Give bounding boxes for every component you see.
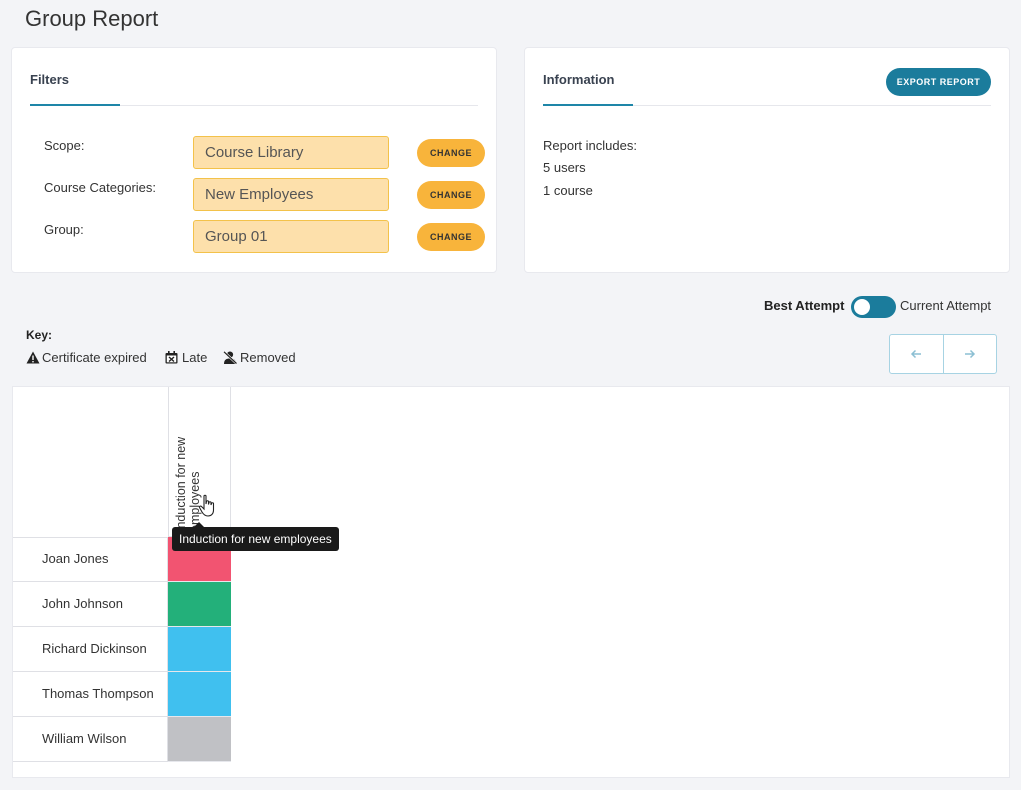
users-count-text: 5 users — [543, 160, 586, 175]
tab-accent — [30, 104, 120, 106]
hand-cursor-icon — [198, 494, 215, 517]
arrow-right-icon — [964, 349, 975, 359]
course-tooltip: Induction for new employees — [172, 522, 339, 551]
report-grid: Induction for new employees Joan Jones J… — [12, 386, 1010, 778]
tooltip-arrow — [194, 522, 204, 527]
table-row: John Johnson — [13, 582, 231, 627]
user-name: Joan Jones — [13, 537, 168, 582]
key-label: Certificate expired — [42, 350, 147, 365]
column-pager — [889, 334, 997, 374]
status-cell[interactable] — [168, 717, 231, 762]
change-course-categories-button[interactable]: CHANGE — [417, 181, 485, 209]
prev-page-button[interactable] — [890, 335, 943, 373]
current-attempt-label: Current Attempt — [900, 298, 992, 313]
status-cell[interactable] — [168, 582, 231, 627]
divider — [543, 105, 991, 106]
key-item-certificate-expired: Certificate expired — [26, 350, 147, 365]
group-field[interactable]: Group 01 — [193, 220, 389, 253]
key-label: Removed — [240, 350, 296, 365]
filters-title: Filters — [30, 72, 70, 87]
user-removed-icon — [223, 351, 238, 364]
course-categories-label: Course Categories: — [44, 180, 156, 195]
table-row: Richard Dickinson — [13, 627, 231, 672]
next-page-button[interactable] — [942, 335, 997, 373]
information-card: Information EXPORT REPORT Report include… — [524, 47, 1010, 273]
key-label: Late — [182, 350, 208, 365]
tab-accent — [543, 104, 633, 106]
status-cell[interactable] — [168, 672, 231, 717]
change-scope-button[interactable]: CHANGE — [417, 139, 485, 167]
status-cell[interactable] — [168, 627, 231, 672]
key-item-late: Late — [165, 350, 207, 365]
export-report-button[interactable]: EXPORT REPORT — [886, 68, 991, 96]
attempt-toggle[interactable] — [851, 296, 896, 318]
arrow-left-icon — [911, 349, 922, 359]
user-name: Thomas Thompson — [13, 672, 168, 717]
warning-icon — [26, 351, 40, 364]
calendar-late-icon — [165, 351, 178, 364]
change-group-button[interactable]: CHANGE — [417, 223, 485, 251]
user-name: William Wilson — [13, 717, 168, 762]
group-label: Group: — [44, 222, 84, 237]
user-name: John Johnson — [13, 582, 168, 627]
key-item-removed: Removed — [223, 350, 296, 365]
table-row: Thomas Thompson — [13, 672, 231, 717]
scope-label: Scope: — [44, 138, 85, 153]
scope-field[interactable]: Course Library — [193, 136, 389, 169]
courses-count-text: 1 course — [543, 183, 593, 198]
name-column-header — [13, 387, 169, 538]
divider — [30, 105, 478, 106]
information-title: Information — [543, 72, 615, 87]
user-name: Richard Dickinson — [13, 627, 168, 672]
tooltip-text: Induction for new employees — [179, 532, 332, 546]
course-categories-field[interactable]: New Employees — [193, 178, 389, 211]
toggle-knob — [854, 299, 870, 315]
page-title: Group Report — [25, 6, 159, 31]
best-attempt-label: Best Attempt — [764, 298, 845, 313]
table-row: William Wilson — [13, 717, 231, 762]
filters-card: Filters Scope: Course Library CHANGE Cou… — [11, 47, 497, 273]
key-title: Key: — [26, 328, 53, 342]
report-includes-text: Report includes: — [543, 138, 637, 153]
